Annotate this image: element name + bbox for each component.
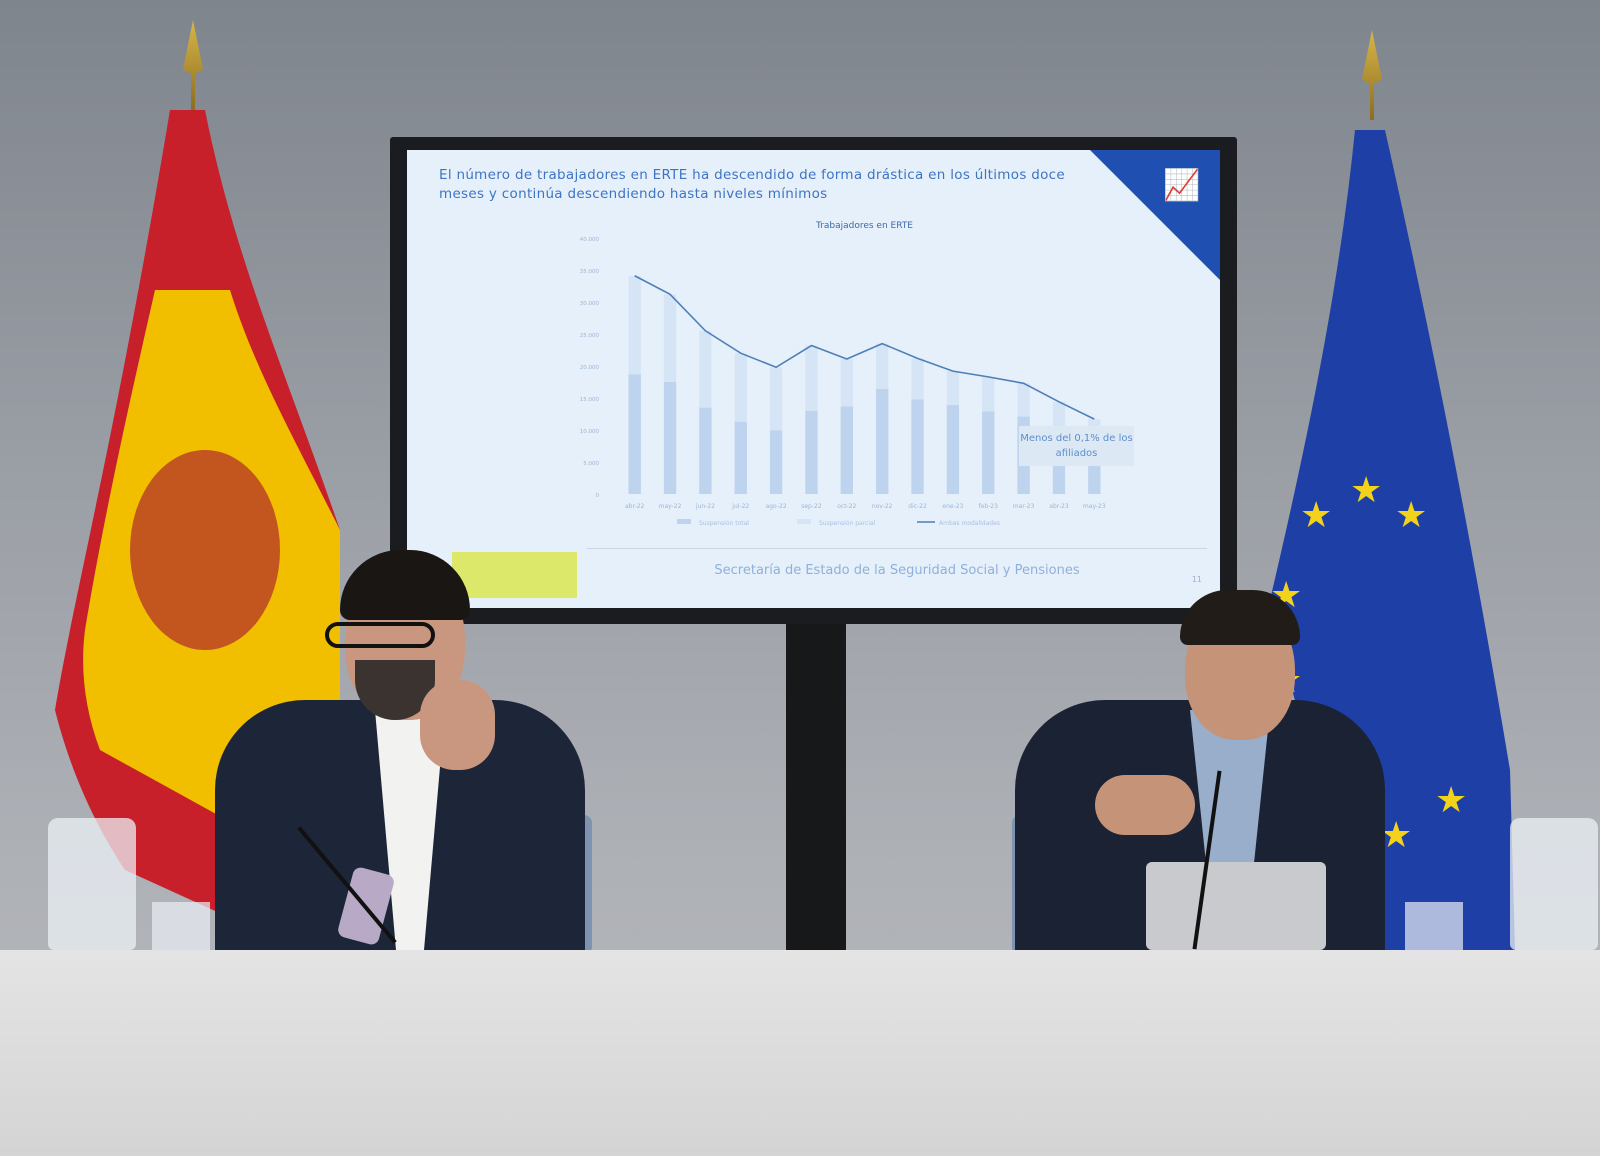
hand <box>1095 775 1195 835</box>
x-tick-label: jul-22 <box>731 503 749 510</box>
erte-chart: Trabajadores en ERTE 0 5.000 10.000 15.000 20… <box>580 221 1106 527</box>
x-tick-label: ene-23 <box>942 503 963 510</box>
bar-suspension-total <box>875 389 889 494</box>
presentation-chart-icon: 📈 <box>1163 168 1201 203</box>
legend-label: Suspensión parcial <box>819 520 876 527</box>
hair <box>340 550 470 620</box>
x-tick-label: mar-23 <box>1013 503 1035 510</box>
flag-finial <box>183 20 203 110</box>
footer-divider <box>587 548 1207 549</box>
y-tick-label: 5.000 <box>583 461 599 467</box>
hand <box>420 680 495 770</box>
conference-table <box>0 950 1600 1156</box>
presentation-slide: 📈 El número de trabajadores en ERTE ha d… <box>407 150 1220 608</box>
bar-suspension-total <box>840 406 854 494</box>
y-tick-label: 20.000 <box>580 365 600 371</box>
x-tick-label: dic-22 <box>908 503 927 510</box>
x-tick-label: feb-23 <box>979 503 999 510</box>
y-tick-label: 25.000 <box>580 333 600 339</box>
bar-suspension-parcial <box>699 330 712 408</box>
water-glass <box>1405 902 1463 950</box>
bar-suspension-parcial <box>769 367 783 431</box>
slide-footer: Secretaría de Estado de la Seguridad Soc… <box>714 563 1080 578</box>
bar-suspension-parcial <box>663 294 677 382</box>
bar-suspension-total <box>734 421 747 494</box>
speaker-left <box>215 550 585 950</box>
screen-stand <box>786 624 846 952</box>
page-number: 11 <box>1191 575 1202 584</box>
slide-corner-banner <box>1090 150 1220 280</box>
bar-suspension-total <box>982 411 995 494</box>
bar-suspension-parcial <box>805 345 818 411</box>
y-tick-label: 15.000 <box>580 397 600 403</box>
legend-swatch <box>797 519 811 524</box>
bar-suspension-total <box>769 430 783 494</box>
chart-title: Trabajadores en ERTE <box>815 221 913 231</box>
bar-suspension-total <box>805 410 818 494</box>
ministry-logo <box>452 552 577 598</box>
bar-suspension-total <box>628 374 641 494</box>
hair <box>1180 590 1300 645</box>
y-tick-label: 40.000 <box>580 237 600 243</box>
x-tick-label: abr-23 <box>1049 503 1069 510</box>
x-tick-label: may-23 <box>1083 503 1106 510</box>
bar-suspension-parcial <box>982 376 995 412</box>
water-glass <box>152 902 210 950</box>
bar-suspension-parcial <box>875 343 889 390</box>
x-tick-label: nov-22 <box>872 503 893 510</box>
bar-suspension-parcial <box>1017 383 1030 417</box>
bar-suspension-parcial <box>1052 401 1066 429</box>
bar-suspension-total <box>911 399 924 494</box>
line-ambas-modalidades <box>634 275 1095 420</box>
x-tick-label: jun-22 <box>695 503 715 510</box>
flag-finial <box>1362 30 1382 120</box>
y-tick-label: 0 <box>596 493 600 499</box>
bar-suspension-total <box>699 407 712 494</box>
water-pitcher <box>48 818 136 950</box>
bar-suspension-total <box>946 405 960 494</box>
water-pitcher <box>1510 818 1598 950</box>
x-tick-label: abr-22 <box>625 503 645 510</box>
y-tick-label: 35.000 <box>580 269 600 275</box>
y-tick-label: 10.000 <box>580 429 600 435</box>
x-tick-label: oct-22 <box>837 503 856 510</box>
legend-swatch <box>677 519 691 524</box>
tv-screen: 📈 El número de trabajadores en ERTE ha d… <box>390 137 1237 624</box>
x-tick-label: may-22 <box>659 503 682 510</box>
bar-suspension-total <box>663 382 677 494</box>
bar-suspension-parcial <box>734 353 747 422</box>
bar-suspension-parcial <box>628 275 641 375</box>
legend-label: Suspensión total <box>699 520 749 527</box>
coat-of-arms <box>130 450 280 650</box>
y-tick-label: 30.000 <box>580 301 600 307</box>
x-tick-label: ago-22 <box>766 503 787 510</box>
legend-label: Ambas modalidades <box>939 520 1000 527</box>
glasses-icon <box>325 622 435 648</box>
callout-box: Menos del 0,1% de los afiliados <box>1019 426 1134 466</box>
slide-title: El número de trabajadores en ERTE ha des… <box>439 167 1065 202</box>
tablet <box>1146 862 1326 950</box>
bar-suspension-parcial <box>911 358 924 400</box>
bar-suspension-parcial <box>946 371 960 406</box>
bar-suspension-parcial <box>840 358 854 407</box>
x-tick-label: sep-22 <box>801 503 822 510</box>
